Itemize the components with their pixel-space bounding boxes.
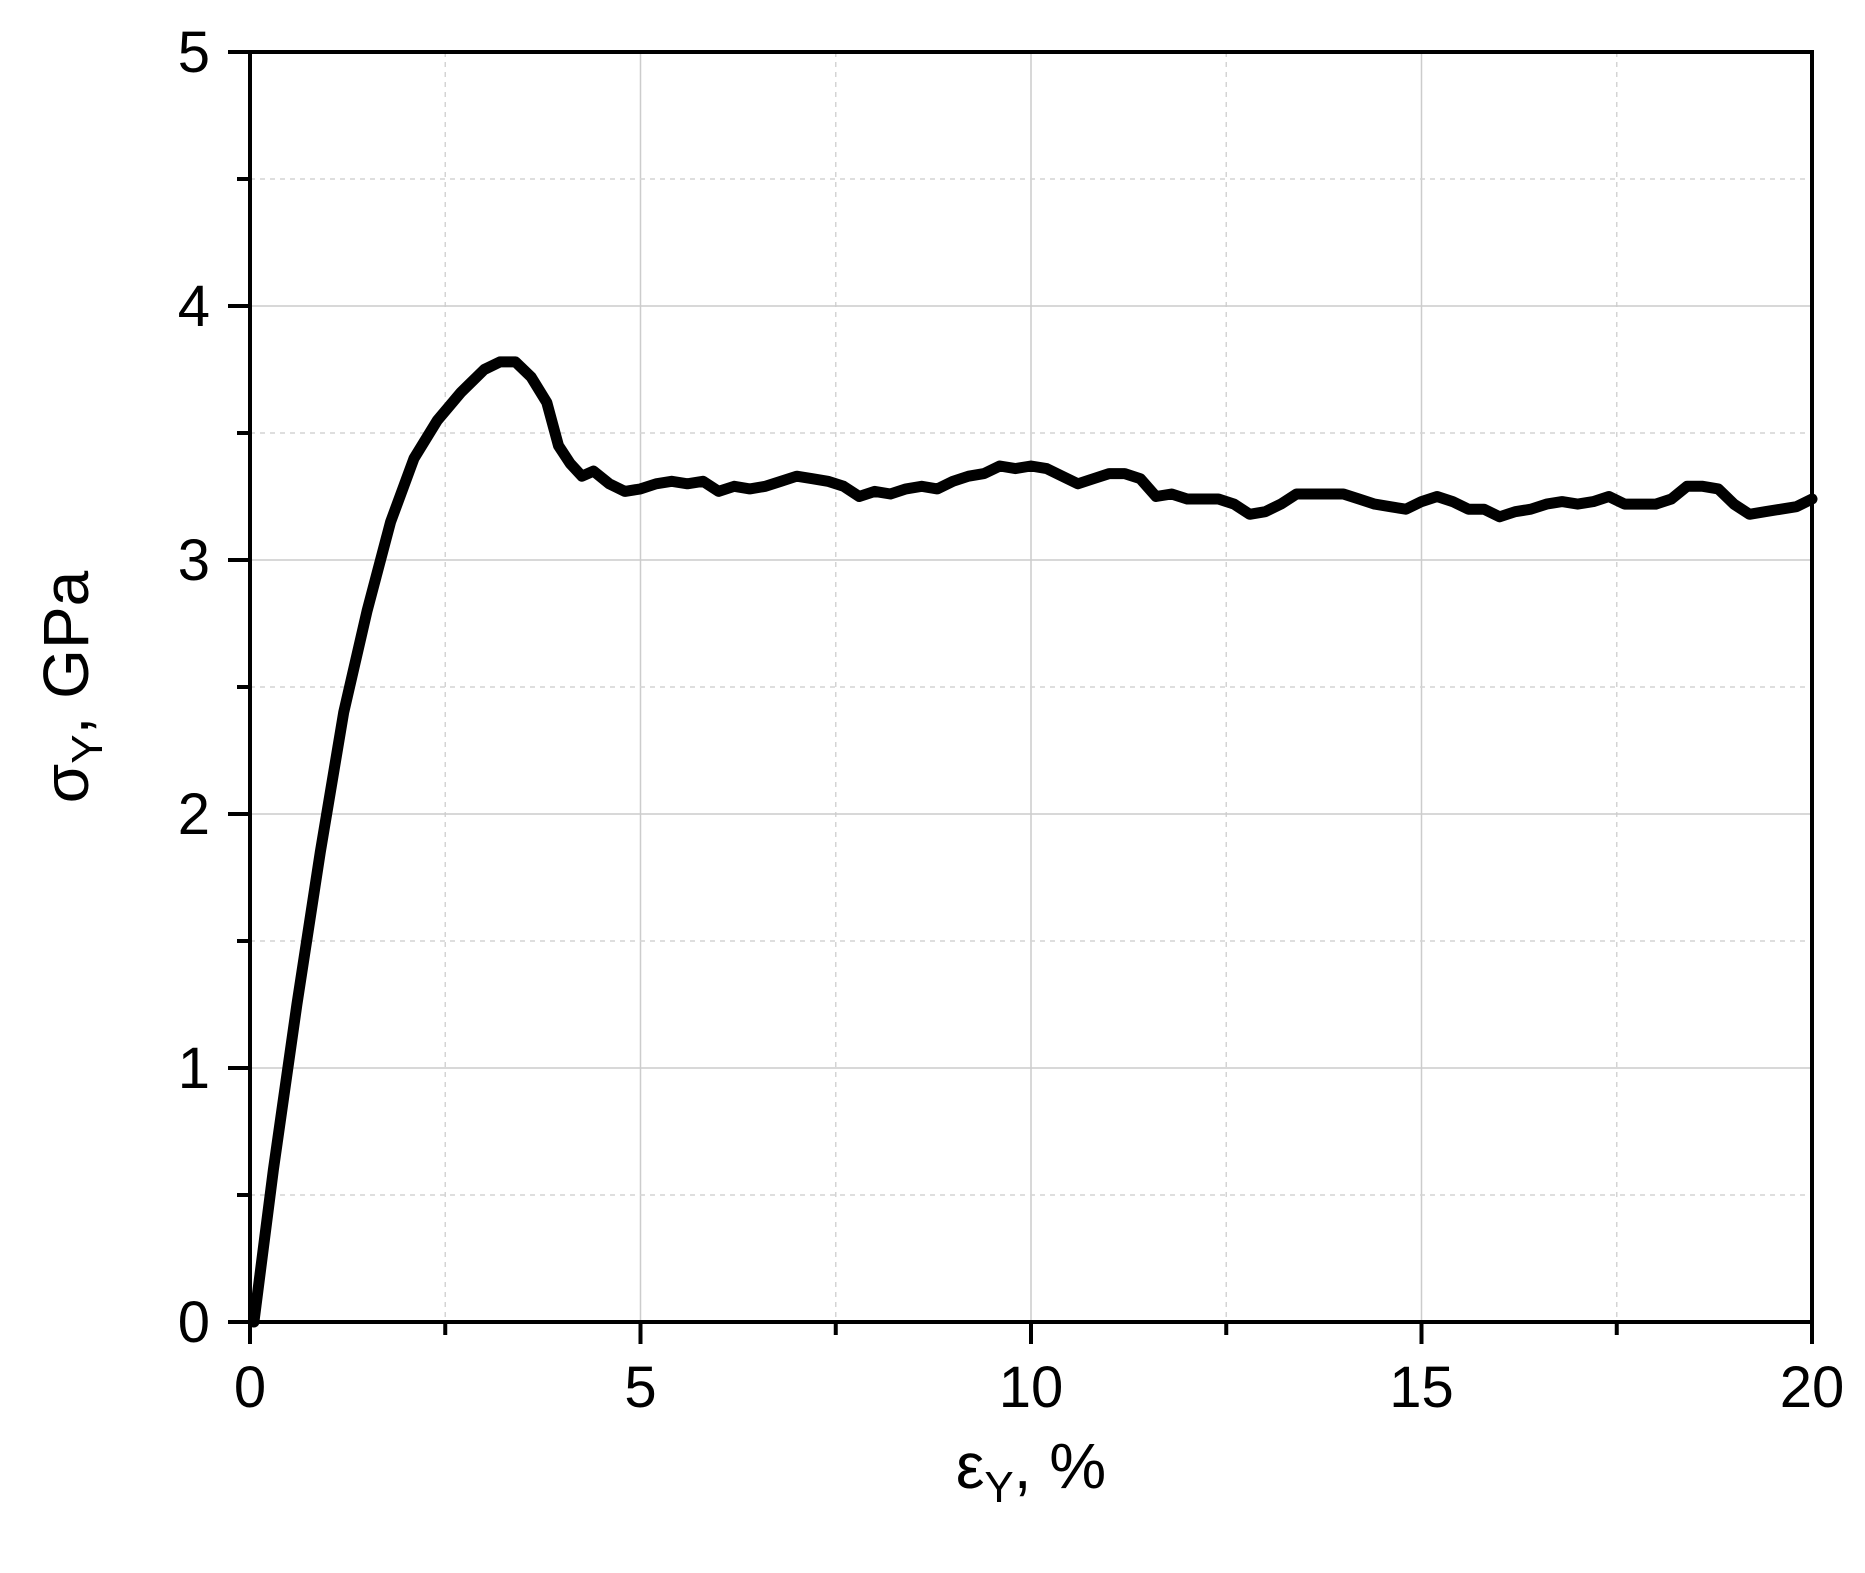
tick-labels: 0 5 10 15 20 0 1 2 3 4 5 — [178, 20, 1845, 1420]
y-axis-title-subscript: Y — [63, 734, 112, 763]
axis-ticks — [228, 50, 1814, 1344]
x-axis-title: εY, % — [956, 1430, 1106, 1512]
series-layer — [248, 356, 1818, 1328]
y-tick-label: 0 — [178, 1290, 210, 1355]
x-axis-title-subscript: Y — [984, 1463, 1013, 1512]
x-tick-label: 10 — [999, 1355, 1064, 1420]
x-tick-label: 5 — [624, 1355, 656, 1420]
y-tick-label: 2 — [178, 782, 210, 847]
y-tick-label: 5 — [178, 20, 210, 85]
x-tick-label: 20 — [1780, 1355, 1845, 1420]
y-axis-title-rest: , GPa — [30, 570, 102, 734]
y-tick-label: 4 — [178, 274, 210, 339]
series-line — [248, 356, 1818, 1328]
y-tick-label: 1 — [178, 1036, 210, 1101]
x-tick-label: 0 — [234, 1355, 266, 1420]
y-axis-title-main: σ — [30, 764, 102, 804]
grid-lines — [250, 52, 1812, 1322]
x-axis-title-rest: , % — [1014, 1430, 1106, 1502]
y-axis-title: σY, GPa — [30, 570, 112, 803]
y-tick-label: 3 — [178, 528, 210, 593]
x-axis-title-main: ε — [956, 1430, 985, 1502]
x-tick-label: 15 — [1389, 1355, 1454, 1420]
plot-frame — [248, 50, 1814, 1324]
